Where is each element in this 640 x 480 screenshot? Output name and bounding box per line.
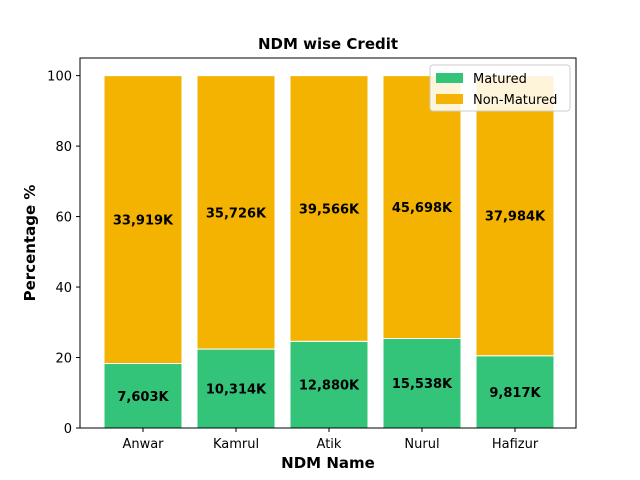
- bar-non-matured-kamrul: [196, 75, 276, 350]
- value-label-matured-nurul: 15,538K: [392, 377, 453, 392]
- bars-group: [103, 75, 555, 429]
- bar-non-matured-anwar: [103, 75, 183, 365]
- bar-non-matured-atik: [289, 75, 369, 342]
- y-tick-label: 100: [47, 70, 72, 85]
- bar-non-matured-nurul: [382, 75, 462, 339]
- y-axis: 0 20 40 60 80 100: [47, 70, 80, 437]
- value-label-non-matured-atik: 39,566K: [299, 202, 360, 217]
- value-label-matured-hafizur: 9,817K: [489, 386, 541, 401]
- legend-label-matured: Matured: [473, 72, 527, 87]
- x-tick-label: Anwar: [122, 437, 164, 452]
- value-label-matured-kamrul: 10,314K: [206, 383, 267, 398]
- y-tick-label: 20: [55, 352, 72, 367]
- x-tick-label: Nurul: [404, 437, 439, 452]
- bar-matured-anwar: [103, 363, 183, 429]
- legend-swatch-matured: [436, 73, 463, 83]
- value-label-non-matured-nurul: 45,698K: [392, 201, 453, 216]
- value-labels-group: 7,603K 33,919K 10,314K 35,726K 12,880K 39,566…: [113, 201, 546, 405]
- value-label-matured-anwar: 7,603K: [117, 390, 169, 405]
- y-tick-label: 40: [55, 281, 72, 296]
- bar-non-matured-hafizur: [475, 75, 555, 357]
- y-tick-label: 0: [64, 422, 72, 437]
- x-tick-label: Hafizur: [492, 437, 539, 452]
- y-axis-label: Percentage %: [21, 185, 39, 302]
- value-label-non-matured-hafizur: 37,984K: [485, 210, 546, 225]
- x-axis-label: NDM Name: [281, 454, 375, 472]
- x-tick-label: Atik: [317, 437, 342, 452]
- y-tick-label: 80: [55, 140, 72, 155]
- x-tick-label: Kamrul: [213, 437, 259, 452]
- legend-swatch-non-matured: [436, 94, 463, 104]
- chart-title: NDM wise Credit: [258, 35, 398, 53]
- legend-label-non-matured: Non-Matured: [473, 93, 557, 108]
- value-label-matured-atik: 12,880K: [299, 379, 360, 394]
- bar-matured-atik: [289, 340, 369, 429]
- y-tick-label: 60: [55, 211, 72, 226]
- legend-box: [429, 64, 571, 112]
- plot-frame: [79, 57, 577, 429]
- legend: Matured Non-Matured: [429, 64, 571, 112]
- value-label-non-matured-kamrul: 35,726K: [206, 206, 267, 221]
- value-label-non-matured-anwar: 33,919K: [113, 214, 174, 229]
- x-axis: Anwar Kamrul Atik Nurul Hafizur: [122, 428, 539, 452]
